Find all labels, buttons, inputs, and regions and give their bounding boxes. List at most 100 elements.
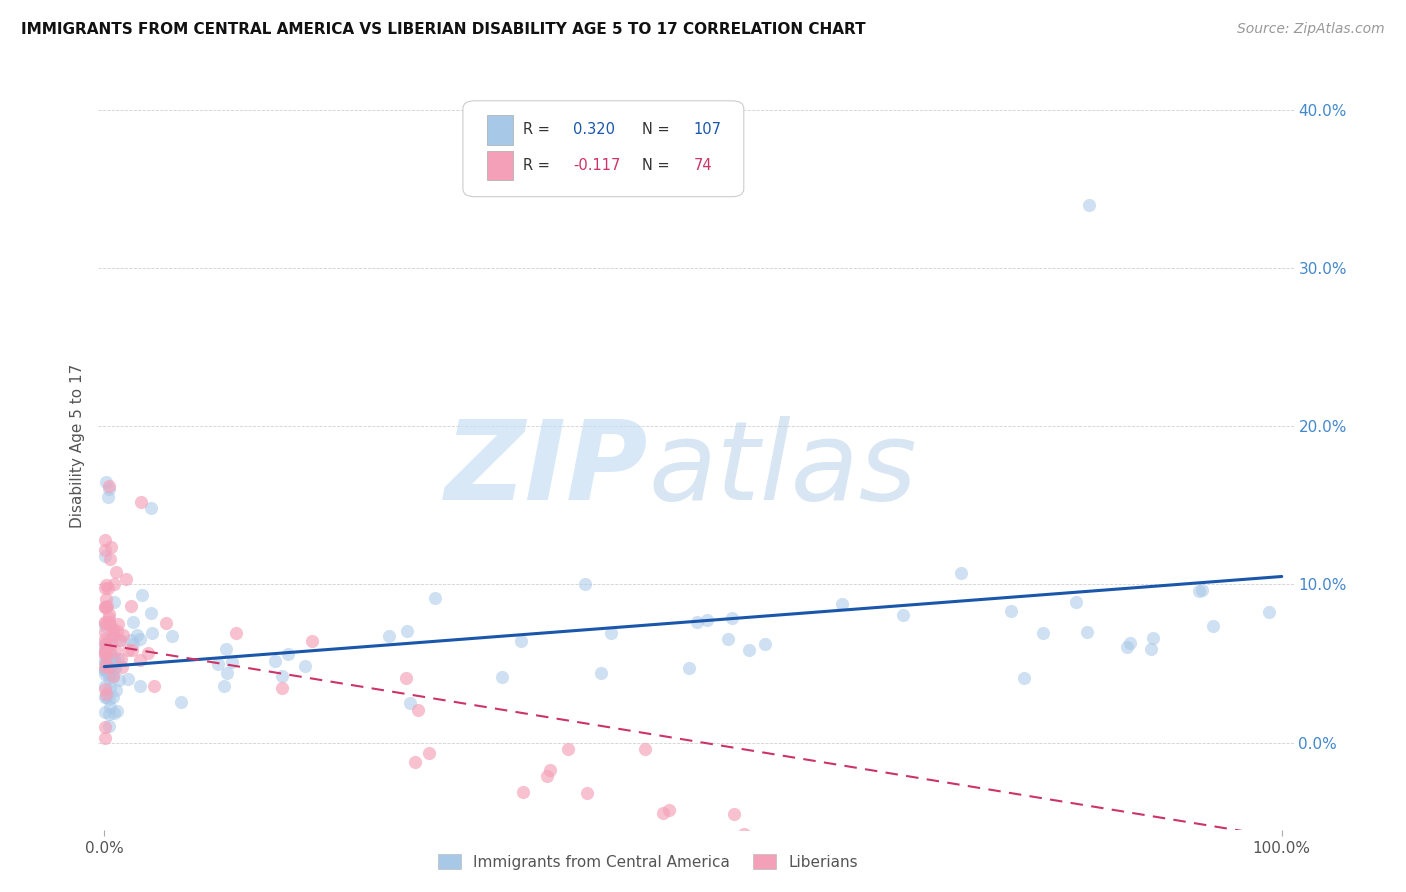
Point: [98, 615, 121, 629]
Point: [103, 670, 125, 684]
Point: [117, 643, 139, 657]
Text: N =: N =: [643, 158, 675, 173]
Point: [98, 552, 121, 566]
Point: [105, 624, 128, 638]
Point: [1142, 631, 1164, 645]
Point: [425, 591, 447, 606]
Point: [94, 659, 117, 673]
Point: [94, 682, 117, 697]
Point: [1032, 626, 1054, 640]
Point: [1118, 636, 1140, 650]
Point: [94, 679, 117, 693]
Point: [678, 661, 700, 675]
Point: [94, 706, 117, 720]
Point: [96, 652, 118, 666]
Point: [97, 581, 120, 595]
Point: [1202, 619, 1225, 633]
Point: [891, 608, 914, 623]
Point: [98, 707, 121, 722]
Text: atlas: atlas: [648, 416, 917, 523]
Point: [98, 718, 121, 732]
Point: [101, 622, 124, 636]
Point: [98, 691, 121, 706]
Point: [100, 637, 122, 651]
Point: [94, 637, 117, 651]
Point: [574, 576, 596, 591]
Point: [717, 632, 740, 647]
Point: [221, 655, 243, 669]
Point: [143, 679, 166, 693]
Point: [404, 755, 426, 769]
Point: [96, 642, 118, 657]
Point: [98, 667, 121, 681]
Point: [112, 628, 135, 642]
Point: [139, 607, 162, 621]
Point: [98, 681, 121, 696]
Point: [1064, 595, 1087, 609]
Point: [103, 595, 125, 609]
Point: [97, 479, 120, 493]
Point: [117, 672, 139, 686]
Point: [98, 700, 121, 714]
Point: [591, 665, 613, 680]
Point: [831, 597, 853, 611]
Point: [103, 706, 125, 720]
Point: [104, 656, 127, 670]
Point: [686, 615, 709, 629]
Point: [131, 588, 153, 602]
Point: [94, 549, 117, 563]
Point: [723, 807, 745, 822]
FancyBboxPatch shape: [486, 151, 513, 180]
Point: [100, 631, 122, 645]
Point: [96, 651, 118, 665]
Point: [97, 667, 120, 681]
Point: [96, 657, 118, 672]
Point: [121, 632, 143, 647]
Point: [110, 652, 132, 666]
Point: [575, 786, 598, 800]
Point: [104, 661, 127, 675]
Point: [94, 632, 117, 646]
Point: [94, 581, 117, 595]
Point: [94, 475, 117, 489]
Point: [98, 607, 121, 621]
Point: [634, 742, 657, 756]
Text: R =: R =: [523, 158, 554, 173]
Point: [129, 495, 152, 509]
Point: [170, 694, 193, 708]
Point: [217, 666, 239, 681]
Point: [207, 657, 229, 671]
Point: [128, 653, 150, 667]
Point: [94, 615, 117, 630]
Point: [94, 663, 117, 677]
Point: [120, 599, 142, 613]
Point: [1077, 198, 1099, 212]
Point: [510, 633, 533, 648]
Point: [107, 616, 129, 631]
Legend: Immigrants from Central America, Liberians: Immigrants from Central America, Liberia…: [432, 847, 865, 876]
Text: R =: R =: [523, 122, 554, 137]
Point: [264, 654, 287, 668]
Point: [141, 626, 163, 640]
Point: [100, 657, 122, 672]
Point: [651, 805, 673, 820]
FancyBboxPatch shape: [463, 101, 744, 197]
Point: [96, 642, 118, 657]
Text: 107: 107: [693, 122, 721, 137]
Point: [557, 741, 579, 756]
Point: [104, 565, 127, 579]
Point: [94, 636, 117, 650]
Point: [1076, 625, 1098, 640]
Point: [658, 803, 681, 817]
Point: [94, 660, 117, 674]
Point: [104, 642, 127, 657]
Point: [754, 637, 776, 651]
Point: [94, 642, 117, 657]
Point: [94, 645, 117, 659]
Text: 74: 74: [693, 158, 713, 173]
Point: [103, 628, 125, 642]
Text: N =: N =: [643, 122, 675, 137]
Point: [94, 690, 117, 704]
Text: IMMIGRANTS FROM CENTRAL AMERICA VS LIBERIAN DISABILITY AGE 5 TO 17 CORRELATION C: IMMIGRANTS FROM CENTRAL AMERICA VS LIBER…: [21, 22, 866, 37]
Point: [139, 501, 162, 516]
